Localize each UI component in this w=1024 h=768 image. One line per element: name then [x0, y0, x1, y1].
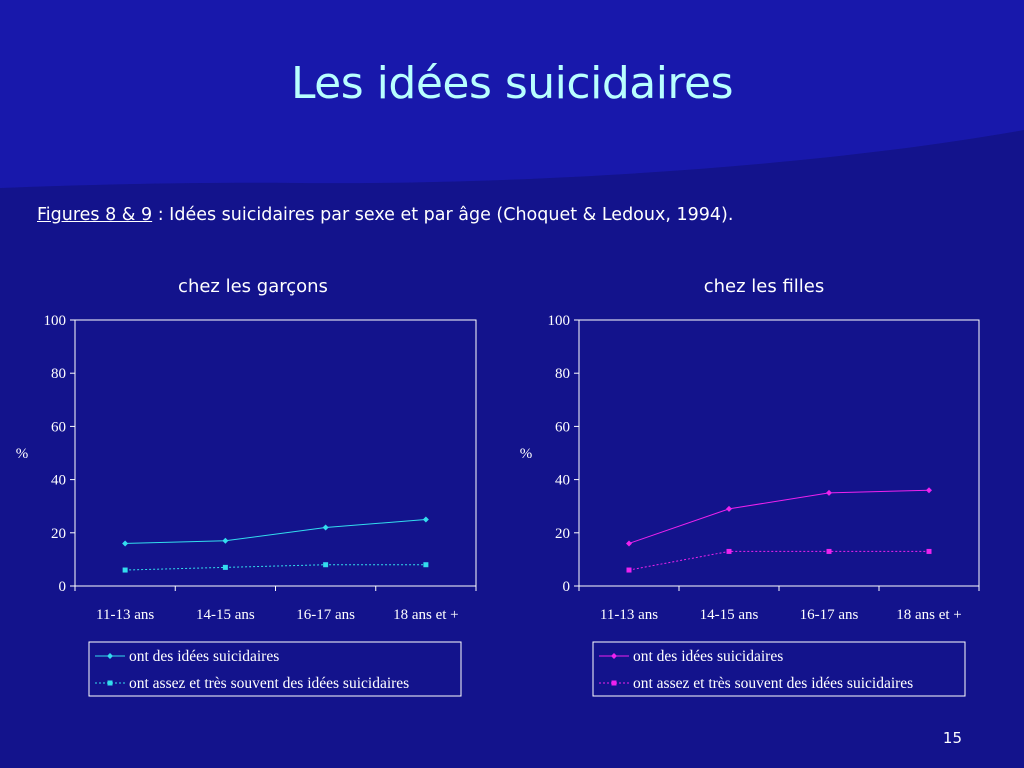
y-tick-label-boys: 40 — [51, 473, 66, 489]
legend-marker-girls — [611, 680, 617, 686]
legend-marker-boys — [107, 680, 113, 686]
y-tick-label-girls: 100 — [548, 313, 571, 329]
x-tick-label-boys: 14-15 ans — [196, 607, 255, 623]
caption-text: : Idées suicidaires par sexe et par âge … — [152, 205, 734, 225]
figure-caption: Figures 8 & 9 : Idées suicidaires par se… — [37, 205, 733, 225]
y-axis-label-boys: % — [16, 446, 29, 462]
chart-title-girls: chez les filles — [703, 276, 825, 297]
data-point-girls-1 — [926, 548, 932, 554]
legend-box-girls — [592, 641, 966, 697]
data-point-girls-0 — [626, 540, 632, 547]
y-tick-label-boys: 100 — [44, 313, 67, 329]
data-point-girls-1 — [626, 567, 632, 573]
x-tick-label-girls: 16-17 ans — [800, 607, 859, 623]
data-point-girls-0 — [926, 487, 932, 494]
legend-label-boys: ont des idées suicidaires — [129, 648, 279, 665]
y-tick-label-girls: 0 — [563, 579, 571, 595]
series-line-girls-1 — [628, 550, 929, 571]
data-point-girls-1 — [726, 548, 732, 554]
data-point-boys-0 — [222, 537, 229, 544]
plot-area-girls — [578, 319, 980, 587]
figure-reference: Figures 8 & 9 — [37, 205, 153, 225]
y-tick-label-girls: 60 — [555, 419, 570, 435]
page-number: 15 — [942, 729, 962, 747]
data-point-boys-0 — [122, 540, 129, 547]
legend-label-girls: ont des idées suicidaires — [633, 648, 783, 665]
data-point-boys-0 — [422, 516, 429, 523]
y-tick-label-boys: 80 — [51, 366, 66, 382]
y-tick-label-boys: 20 — [51, 526, 66, 542]
y-tick-label-boys: 60 — [51, 419, 66, 435]
legend-label-boys: ont assez et très souvent des idées suic… — [129, 675, 409, 692]
data-point-boys-1 — [122, 567, 128, 573]
data-point-boys-1 — [222, 564, 228, 570]
series-line-boys-1 — [125, 564, 426, 571]
slide-title: Les idées suicidaires — [290, 58, 734, 109]
data-point-girls-0 — [826, 489, 832, 496]
x-tick-label-girls: 14-15 ans — [700, 607, 759, 623]
data-point-boys-1 — [423, 562, 429, 568]
plot-area-boys — [74, 319, 477, 587]
x-tick-label-girls: 11-13 ans — [600, 607, 658, 623]
chart-title-boys: chez les garçons — [178, 276, 328, 297]
x-tick-label-boys: 16-17 ans — [296, 607, 355, 623]
x-tick-label-boys: 11-13 ans — [96, 607, 154, 623]
data-point-girls-0 — [726, 505, 732, 512]
series-line-boys-0 — [125, 519, 426, 544]
y-tick-label-girls: 40 — [555, 473, 570, 489]
legend-box-boys — [88, 641, 462, 697]
legend-label-girls: ont assez et très souvent des idées suic… — [633, 675, 913, 692]
data-point-boys-0 — [322, 524, 329, 531]
y-tick-label-girls: 20 — [555, 526, 570, 542]
series-line-girls-0 — [628, 489, 930, 544]
legend-marker-boys — [107, 653, 113, 659]
legend-marker-girls — [611, 653, 617, 659]
y-tick-label-girls: 80 — [555, 366, 570, 382]
x-tick-label-boys: 18 ans et + — [393, 607, 459, 623]
y-tick-label-boys: 0 — [59, 579, 67, 595]
y-axis-label-girls: % — [520, 446, 533, 462]
data-point-boys-1 — [323, 562, 329, 568]
data-point-girls-1 — [826, 548, 832, 554]
x-tick-label-girls: 18 ans et + — [896, 607, 962, 623]
